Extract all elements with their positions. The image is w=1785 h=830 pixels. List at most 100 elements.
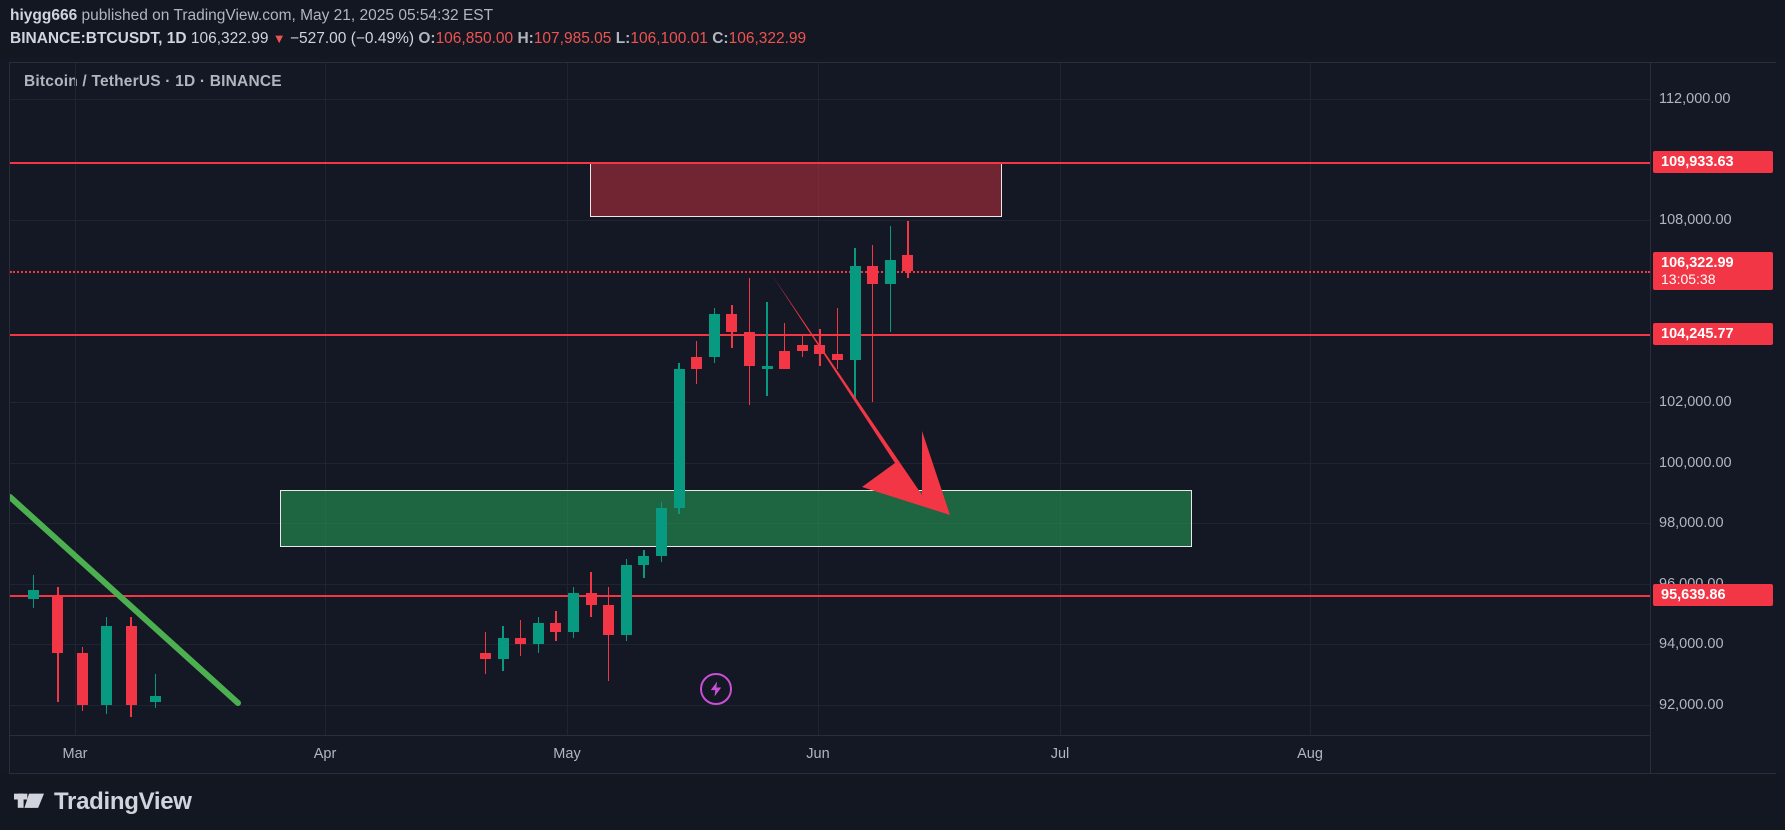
price-axis[interactable]: 112,000.00 108,000.00 102,000.00 100,000.00…	[1650, 63, 1776, 773]
candle-body	[832, 353, 843, 360]
candle-body	[726, 314, 738, 333]
candlestick	[101, 616, 113, 714]
candlestick	[28, 574, 39, 608]
candlestick	[480, 632, 491, 675]
footer-bar: TradingView	[0, 774, 1785, 830]
candle-body	[125, 626, 137, 705]
open-label: O:	[418, 30, 436, 47]
candlestick	[673, 362, 685, 515]
candlestick	[515, 619, 527, 657]
time-axis-tick: Apr	[313, 746, 337, 762]
candle-body	[550, 622, 562, 633]
demand-zone[interactable]	[280, 489, 1192, 548]
price-pane[interactable]	[10, 63, 1650, 735]
candle-body	[884, 259, 896, 284]
high-value: 107,985.05	[533, 30, 612, 47]
candlestick	[656, 501, 667, 563]
candle-body	[532, 622, 544, 645]
quote-line: BINANCE:BTCUSDT, 1D 106,322.99 ▼ −527.00…	[10, 28, 1785, 50]
candle-body	[673, 368, 685, 508]
candle-body	[779, 350, 791, 369]
candle-wick	[836, 308, 839, 369]
symbol-label: BINANCE:BTCUSDT, 1D	[10, 30, 187, 47]
gridline-vertical	[567, 63, 568, 735]
price-tag-last-price[interactable]: 106,322.99 13:05:38	[1653, 252, 1773, 291]
candle-body	[902, 255, 914, 272]
candle-body	[568, 592, 579, 633]
price-axis-tick: 102,000.00	[1659, 394, 1732, 411]
last-price: 106,322.99	[190, 30, 269, 47]
gridline-horizontal	[10, 644, 1650, 646]
time-axis-tick: Jul	[1050, 746, 1070, 762]
candlestick	[849, 247, 861, 399]
horizontal-price-line[interactable]	[10, 161, 1650, 164]
publisher-line: hiygg666 published on TradingView.com, M…	[10, 6, 1785, 26]
candlestick	[52, 586, 64, 702]
gridline-horizontal	[10, 704, 1650, 706]
candlestick	[744, 277, 755, 406]
low-label: L:	[615, 30, 631, 47]
gridline-horizontal	[10, 220, 1650, 222]
price-change: −527.00 (−0.49%)	[289, 30, 415, 47]
candle-body	[76, 653, 88, 705]
candlestick	[884, 226, 896, 333]
candle-body	[480, 653, 491, 660]
candle-body	[101, 626, 113, 705]
candle-body	[497, 638, 509, 660]
candle-body	[150, 695, 161, 702]
candle-body	[638, 556, 650, 566]
downtrend-line[interactable]	[10, 494, 241, 706]
price-axis-tick: 98,000.00	[1659, 515, 1724, 532]
candlestick	[902, 220, 914, 278]
candle-body	[585, 592, 597, 605]
tradingview-wordmark: TradingView	[54, 788, 192, 815]
horizontal-price-line[interactable]	[10, 271, 1650, 274]
price-tag-resistance-line[interactable]: 104,245.77	[1653, 323, 1773, 346]
lightning-badge-icon[interactable]	[700, 673, 732, 705]
price-axis-tick: 112,000.00	[1659, 91, 1731, 108]
time-axis-tick: Aug	[1297, 746, 1323, 762]
candle-body	[515, 638, 527, 645]
chart-title: Bitcoin / TetherUS · 1D · BINANCE	[24, 73, 282, 90]
down-arrow-annotation[interactable]	[772, 275, 950, 515]
horizontal-price-line[interactable]	[10, 334, 1650, 337]
low-value: 106,100.01	[630, 30, 708, 47]
price-tag-value: 104,245.77	[1661, 326, 1734, 343]
gridline-vertical	[325, 63, 326, 735]
candlestick	[620, 559, 632, 642]
candle-body	[761, 365, 773, 369]
price-tag-countdown: 13:05:38	[1661, 271, 1716, 288]
price-tag-support-line[interactable]: 95,639.86	[1653, 583, 1773, 606]
gridline-vertical	[1310, 63, 1311, 735]
time-axis[interactable]: Mar Apr May Jun Jul Aug	[10, 735, 1650, 773]
candlestick	[779, 323, 791, 369]
candlestick	[761, 302, 773, 396]
candle-body	[796, 344, 808, 351]
horizontal-price-line[interactable]	[10, 594, 1650, 597]
time-axis-tick: Mar	[62, 746, 88, 762]
gridline-vertical	[75, 63, 76, 735]
gridline-horizontal	[10, 99, 1650, 101]
candlestick	[603, 586, 615, 681]
chart-plot-area[interactable]: Mar Apr May Jun Jul Aug	[10, 63, 1650, 773]
candlestick	[691, 341, 703, 384]
candlestick	[708, 308, 720, 363]
price-axis-tick: 92,000.00	[1659, 696, 1724, 713]
candle-body	[708, 314, 720, 357]
chart-frame: Bitcoin / TetherUS · 1D · BINANCE USDT	[9, 62, 1776, 774]
supply-zone[interactable]	[590, 161, 1002, 218]
gridline-vertical	[1060, 63, 1061, 735]
tradingview-logo-icon	[14, 793, 44, 808]
price-axis-tick: 94,000.00	[1659, 636, 1724, 653]
candlestick	[532, 616, 544, 654]
candle-body	[691, 356, 703, 369]
price-tag-resistance-line[interactable]: 109,933.63	[1653, 150, 1773, 173]
close-value: 106,322.99	[728, 30, 807, 47]
price-axis-tick: 100,000.00	[1659, 454, 1732, 471]
candle-body	[814, 344, 826, 354]
close-label: C:	[712, 30, 729, 47]
candle-body	[656, 507, 667, 557]
candle-wick	[907, 220, 909, 278]
candle-wick	[766, 302, 768, 396]
candlestick	[150, 674, 161, 708]
